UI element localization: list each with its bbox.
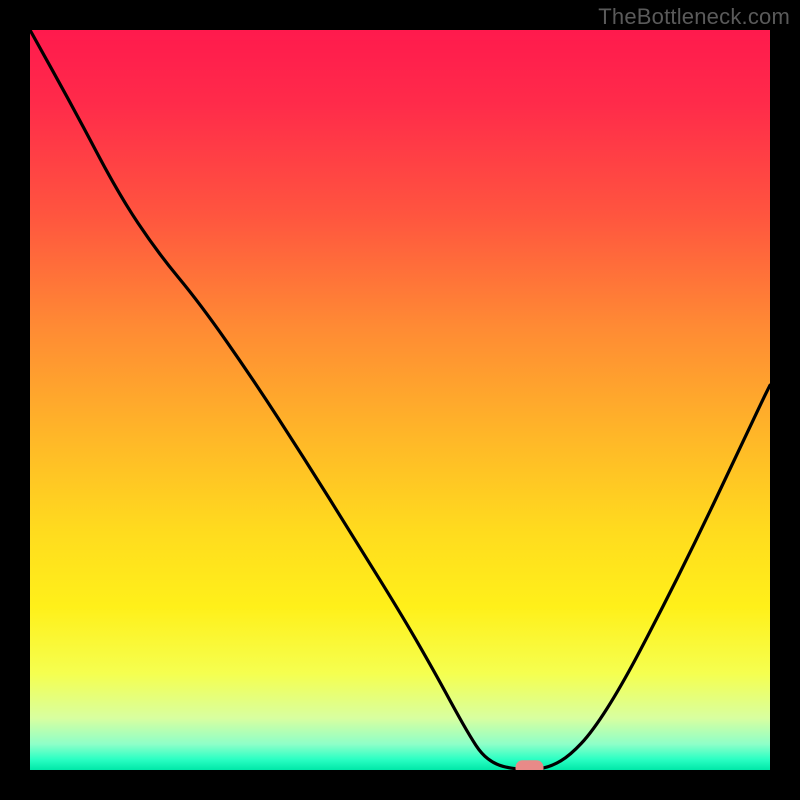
watermark-label: TheBottleneck.com [598, 4, 790, 30]
gradient-background [30, 30, 770, 770]
plot-area [30, 30, 770, 775]
chart-svg [0, 0, 800, 800]
chart-stage: TheBottleneck.com [0, 0, 800, 800]
